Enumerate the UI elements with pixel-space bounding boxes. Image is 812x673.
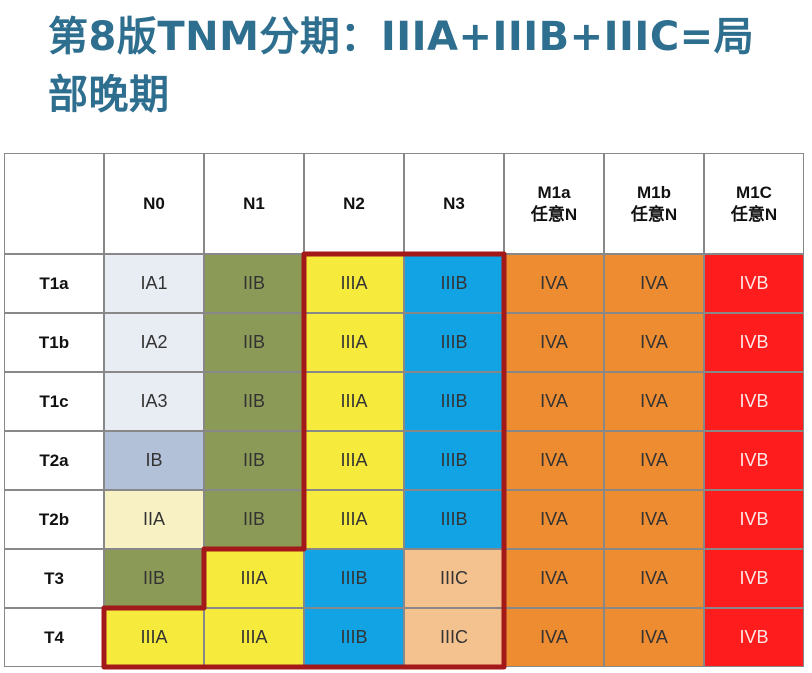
row-header: T2a bbox=[4, 431, 104, 490]
column-header-sublabel: 任意N bbox=[730, 204, 778, 224]
column-header-label: N2 bbox=[343, 193, 365, 213]
stage-cell: IIIA bbox=[204, 608, 304, 667]
stage-cell: IIIA bbox=[304, 431, 404, 490]
stage-cell: IVA bbox=[504, 549, 604, 608]
stage-cell: IVB bbox=[704, 490, 804, 549]
stage-cell: IVB bbox=[704, 254, 804, 313]
stage-cell: IB bbox=[104, 431, 204, 490]
stage-cell: IVB bbox=[704, 608, 804, 667]
stage-cell: IVB bbox=[704, 431, 804, 490]
stage-cell: IVA bbox=[504, 490, 604, 549]
row-header: T1b bbox=[4, 313, 104, 372]
column-header: N3 bbox=[404, 153, 504, 254]
stage-cell: IVB bbox=[704, 372, 804, 431]
stage-cell: IIIA bbox=[304, 254, 404, 313]
stage-cell: IVA bbox=[504, 372, 604, 431]
stage-cell: IVA bbox=[504, 313, 604, 372]
column-header-label: M1C bbox=[736, 182, 772, 202]
stage-cell: IIA bbox=[104, 490, 204, 549]
column-header: M1b 任意N bbox=[604, 153, 704, 254]
stage-cell: IVA bbox=[504, 431, 604, 490]
column-header-label: N0 bbox=[143, 193, 165, 213]
stage-cell: IIIB bbox=[304, 549, 404, 608]
stage-cell: IVA bbox=[604, 608, 704, 667]
stage-cell: IA1 bbox=[104, 254, 204, 313]
stage-cell: IVB bbox=[704, 549, 804, 608]
column-header: N1 bbox=[204, 153, 304, 254]
stage-cell: IIB bbox=[204, 254, 304, 313]
stage-cell: IVA bbox=[604, 431, 704, 490]
page-title: 第8版TNM分期：IIIA+IIIB+IIIC=局部晚期 bbox=[48, 14, 755, 118]
stage-cell: IIIB bbox=[404, 490, 504, 549]
stage-cell: IIB bbox=[204, 431, 304, 490]
stage-cell: IIIA bbox=[304, 490, 404, 549]
stage-cell: IIIB bbox=[404, 313, 504, 372]
stage-cell: IVA bbox=[604, 372, 704, 431]
corner-header bbox=[4, 153, 104, 254]
stage-cell: IIB bbox=[204, 313, 304, 372]
stage-cell: IVA bbox=[604, 549, 704, 608]
stage-cell: IIB bbox=[204, 490, 304, 549]
stage-cell: IVA bbox=[604, 254, 704, 313]
column-header-label: N3 bbox=[443, 193, 465, 213]
stage-cell: IA2 bbox=[104, 313, 204, 372]
row-header: T4 bbox=[4, 608, 104, 667]
row-header: T2b bbox=[4, 490, 104, 549]
stage-cell: IIIB bbox=[404, 431, 504, 490]
stage-cell: IIB bbox=[104, 549, 204, 608]
stage-cell: IIIC bbox=[404, 608, 504, 667]
row-header: T1c bbox=[4, 372, 104, 431]
column-header: N2 bbox=[304, 153, 404, 254]
stage-cell: IIIA bbox=[104, 608, 204, 667]
column-header-sublabel: 任意N bbox=[630, 204, 678, 224]
stage-cell: IIIC bbox=[404, 549, 504, 608]
stage-cell: IIIA bbox=[304, 372, 404, 431]
stage-cell: IVA bbox=[604, 490, 704, 549]
stage-cell: IIIB bbox=[404, 254, 504, 313]
stage-cell: IIIB bbox=[304, 608, 404, 667]
stage-cell: IVA bbox=[504, 608, 604, 667]
stage-cell: IIIA bbox=[204, 549, 304, 608]
column-header-label: M1b bbox=[637, 182, 671, 202]
stage-cell: IVA bbox=[504, 254, 604, 313]
stage-cell: IIB bbox=[204, 372, 304, 431]
tnm-staging-table: N0 N1 N2 N3 M1a 任意N M1b 任意N M1C 任意N T1a IA1 IIB IIIA I… bbox=[4, 153, 804, 670]
column-header-label: N1 bbox=[243, 193, 265, 213]
column-header-label: M1a bbox=[537, 182, 571, 202]
stage-cell: IVB bbox=[704, 313, 804, 372]
stage-cell: IVA bbox=[604, 313, 704, 372]
stage-cell: IIIA bbox=[304, 313, 404, 372]
row-header: T1a bbox=[4, 254, 104, 313]
column-header-sublabel: 任意N bbox=[530, 204, 578, 224]
stage-cell: IA3 bbox=[104, 372, 204, 431]
column-header: N0 bbox=[104, 153, 204, 254]
row-header: T3 bbox=[4, 549, 104, 608]
column-header: M1a 任意N bbox=[504, 153, 604, 254]
stage-cell: IIIB bbox=[404, 372, 504, 431]
column-header: M1C 任意N bbox=[704, 153, 804, 254]
